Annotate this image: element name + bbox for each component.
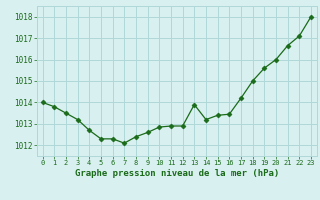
X-axis label: Graphe pression niveau de la mer (hPa): Graphe pression niveau de la mer (hPa) [75,169,279,178]
